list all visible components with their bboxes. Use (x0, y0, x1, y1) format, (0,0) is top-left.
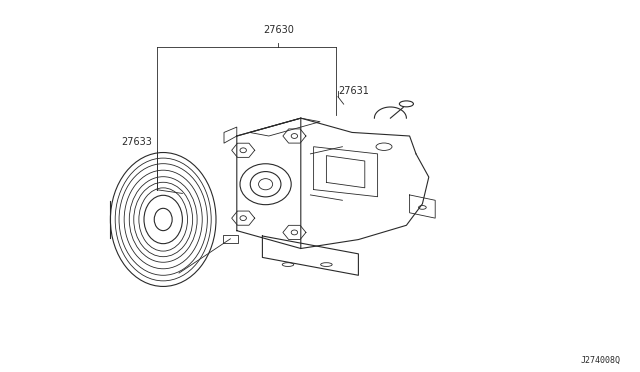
Text: 27633: 27633 (122, 137, 152, 147)
Text: J274008Q: J274008Q (581, 356, 621, 365)
Text: 27631: 27631 (338, 86, 369, 96)
Text: 27630: 27630 (263, 25, 294, 35)
